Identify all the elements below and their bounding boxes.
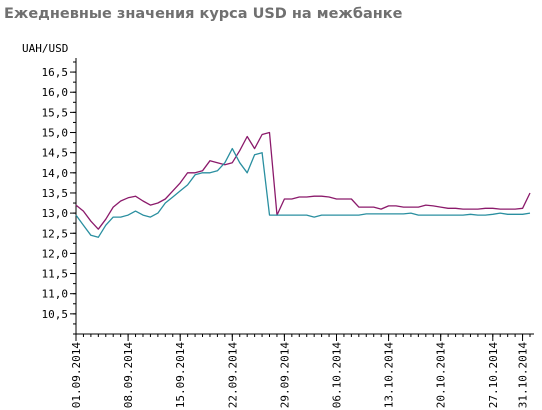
y-tick-label: 14,0: [42, 167, 69, 180]
y-tick-label: 13,0: [42, 207, 69, 220]
y-tick-label: 14,5: [42, 147, 69, 160]
x-tick-label: 01.09.2014: [70, 342, 83, 409]
ticks-layer: 10,5 11,0 11,5 12,0 12,5 13,0 13,5 14,0 14,5 15,0…: [42, 66, 530, 408]
x-tick-label: 13.10.2014: [383, 342, 396, 409]
y-tick-label: 13,5: [42, 187, 69, 200]
y-axis-unit-label: UAH/USD: [22, 42, 68, 55]
y-tick-label: 12,0: [42, 247, 69, 260]
x-tick-label: 08.09.2014: [122, 342, 135, 409]
y-tick-label: 11,5: [42, 268, 69, 281]
y-tick-label: 16,0: [42, 86, 69, 99]
x-tick-label: 06.10.2014: [330, 342, 343, 409]
y-tick-label: 11,0: [42, 288, 69, 301]
x-tick-label: 20.10.2014: [435, 342, 448, 409]
y-tick-label: 15,0: [42, 127, 69, 140]
series-line-2: [75, 147, 531, 238]
chart-title: Ежедневные значения курса USD на межбанк…: [4, 6, 403, 22]
x-tick-label: 15.09.2014: [174, 342, 187, 409]
y-tick-label: 16,5: [42, 66, 69, 79]
x-tick-label: 22.09.2014: [226, 342, 239, 409]
x-tick-label: 29.09.2014: [278, 342, 291, 409]
series-layer: [75, 131, 531, 238]
axes-layer: [70, 58, 534, 341]
x-tick-label: 27.10.2014: [487, 342, 500, 409]
y-tick-label: 10,5: [42, 308, 69, 321]
series-line-1: [75, 131, 531, 230]
x-tick-label: 31.10.2014: [517, 342, 530, 409]
y-tick-label: 15,5: [42, 106, 69, 119]
y-tick-label: 12,5: [42, 227, 69, 240]
